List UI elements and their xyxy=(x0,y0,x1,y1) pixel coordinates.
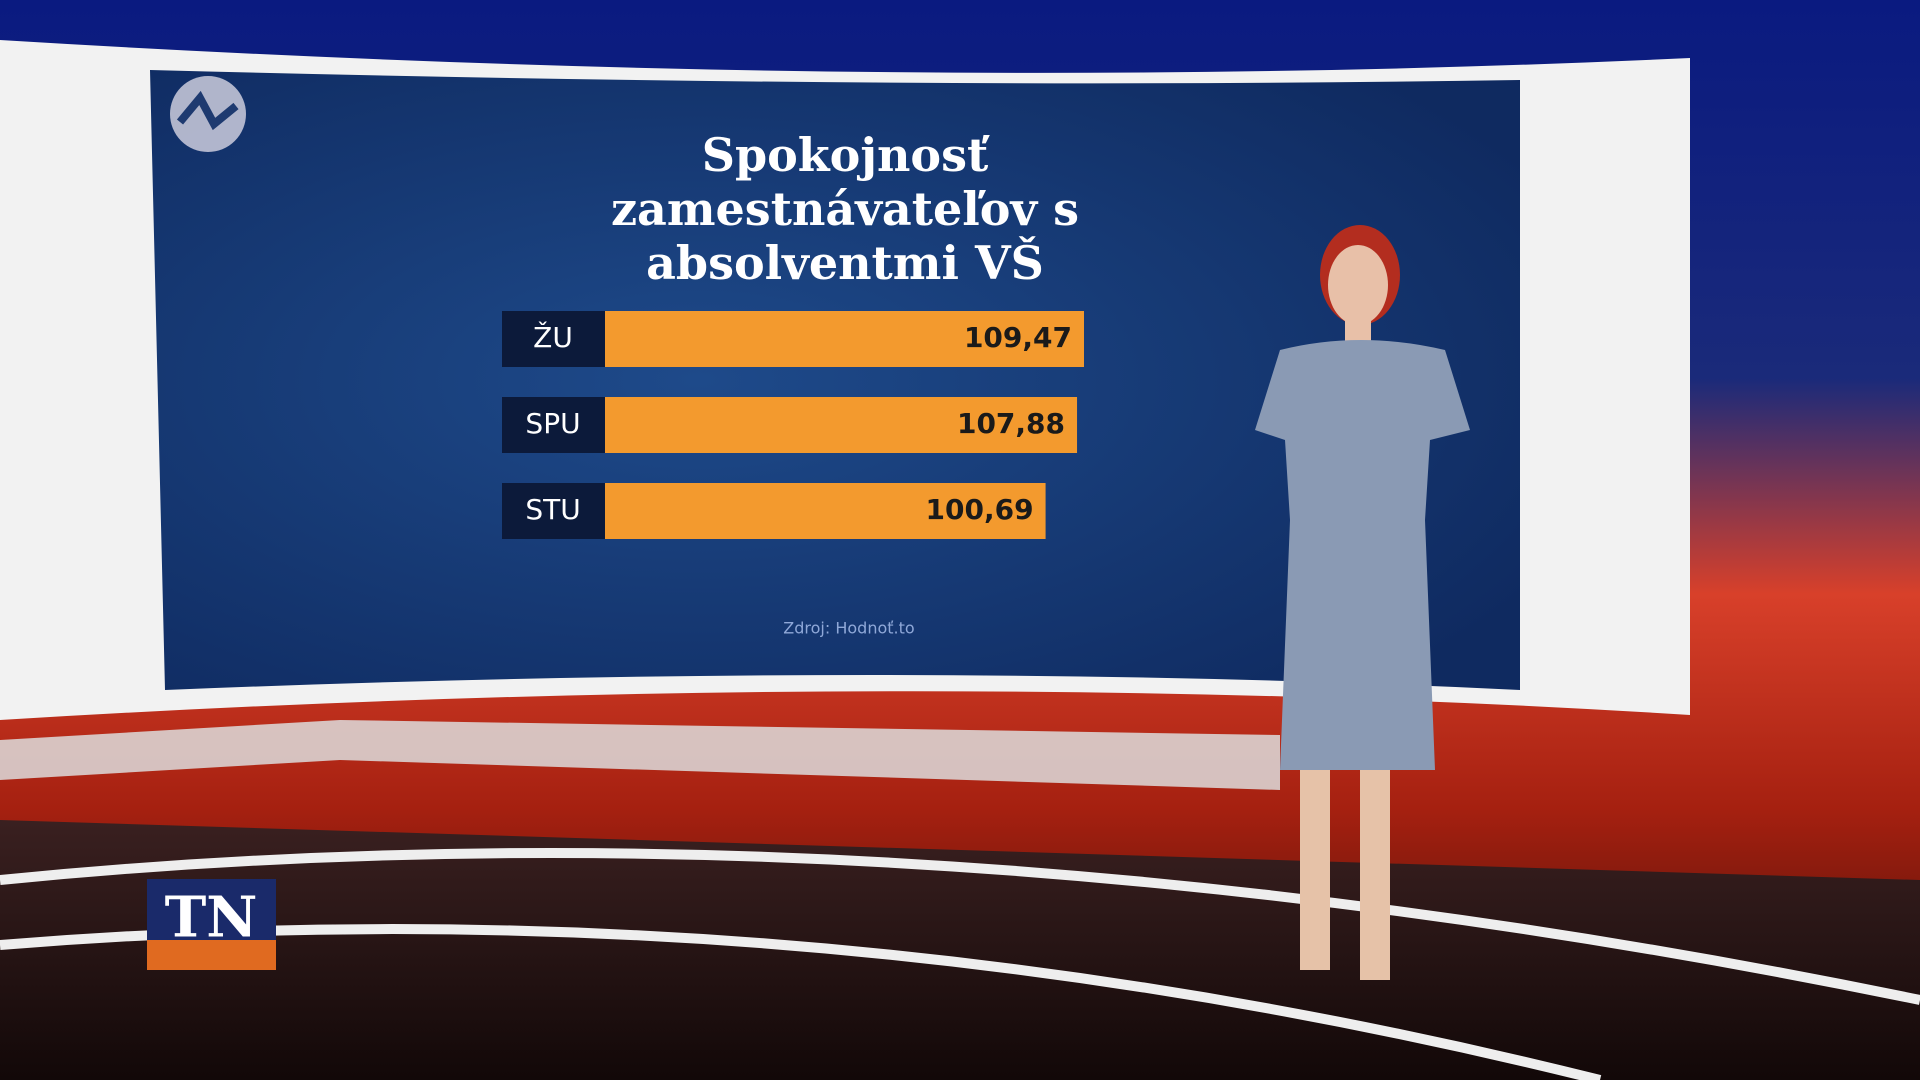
category-box xyxy=(502,397,605,453)
source-note: Zdroj: Hodnoť.to xyxy=(783,619,914,638)
station-logo-mark xyxy=(176,90,239,131)
presenter-dress xyxy=(1255,340,1470,770)
category-box xyxy=(502,311,605,367)
chart-panel xyxy=(150,70,1520,690)
category-label: ŽU xyxy=(533,320,573,354)
bar xyxy=(605,397,1078,453)
floor xyxy=(0,820,1920,1080)
channel-logo-band xyxy=(147,940,276,970)
channel-logo: TN xyxy=(165,885,258,951)
presenter-leg xyxy=(1360,770,1390,980)
category-box xyxy=(502,483,605,539)
presenter-face xyxy=(1328,245,1388,325)
value-label: 100,69 xyxy=(926,493,1034,526)
value-label: 109,47 xyxy=(964,321,1072,354)
chart-title: Spokojnosť zamestnávateľov s absolventmi… xyxy=(610,128,1080,290)
category-label: SPU xyxy=(525,407,580,440)
desk-band xyxy=(0,720,1280,790)
floor-stripe xyxy=(0,848,1920,1005)
bar xyxy=(605,483,1046,539)
bar xyxy=(605,311,1084,367)
presenter-leg xyxy=(1300,770,1330,970)
value-label: 107,88 xyxy=(957,407,1065,440)
presenter xyxy=(1255,225,1470,980)
category-label: STU xyxy=(525,493,580,526)
